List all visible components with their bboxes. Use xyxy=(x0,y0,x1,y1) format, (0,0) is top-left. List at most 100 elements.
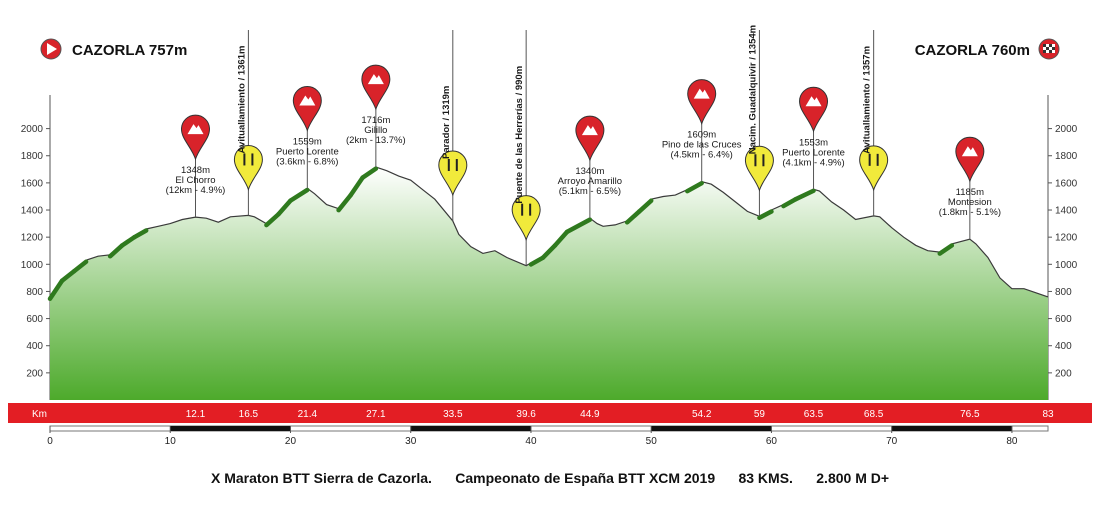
km-mark-label: 63.5 xyxy=(804,409,824,420)
peak-label-line: (3.6km - 6.8%) xyxy=(276,156,338,167)
km-mark-label: 59 xyxy=(754,409,766,420)
knife-icon xyxy=(529,203,532,216)
mountain-icon xyxy=(961,146,978,157)
peak-marker-icon xyxy=(180,114,210,161)
axes: 200 200 400 400 600 600 800 800 1000 1000 1200 1200… xyxy=(21,95,1078,400)
climb-segment xyxy=(264,211,281,228)
climb-segment xyxy=(348,175,365,198)
scale-tick-label: 50 xyxy=(646,436,658,447)
point-label: Parador / 1319m xyxy=(441,86,452,159)
climb-segment xyxy=(360,166,379,180)
climb-segment xyxy=(288,187,310,203)
supply-point-marker-icon xyxy=(233,145,263,192)
peak-marker-icon xyxy=(687,79,717,126)
peak-label-line: (4.1km - 4.9%) xyxy=(782,157,844,168)
checker-cell xyxy=(1052,50,1055,53)
marker-pin-shape xyxy=(744,145,774,192)
climb-segment xyxy=(131,228,149,240)
scale-tick-label: 10 xyxy=(165,436,177,447)
marker-pin-shape xyxy=(859,145,889,192)
peak-label-line: Puerto Lorente xyxy=(782,147,845,158)
footer-distance: 83 KMS. xyxy=(738,470,793,486)
marker-pin-shape xyxy=(575,115,605,162)
checker-cell xyxy=(1043,50,1046,53)
distance-scale-segment xyxy=(651,426,772,431)
checker-cell xyxy=(1049,44,1052,47)
point-label: Avituallamiento / 1361m xyxy=(236,46,247,154)
point-label: Nacim. Guadalquivir / 1354m xyxy=(747,25,758,154)
peak-marker-icon xyxy=(292,86,322,133)
km-band-label: Km xyxy=(32,409,47,420)
km-band: Km 12.1 16.5 21.4 27.1 33.5 39.6 44.9 54.2 59 63.5… xyxy=(8,403,1092,447)
y-tick-label-left: 1200 xyxy=(21,233,44,244)
distance-scale-segment xyxy=(410,426,531,431)
mountain-icon xyxy=(693,88,710,99)
scale-tick-label: 0 xyxy=(47,436,53,447)
climb-segment xyxy=(636,198,654,214)
climb-segment xyxy=(685,180,704,194)
mountain-icon xyxy=(367,74,384,85)
start-flag-icon xyxy=(40,38,62,60)
climb-segment xyxy=(276,198,293,217)
footer-race: X Maraton BTT Sierra de Cazorla. xyxy=(210,470,432,486)
climb-segment xyxy=(564,217,593,235)
climb-segment xyxy=(540,243,558,260)
y-tick-label-left: 1400 xyxy=(21,206,44,217)
km-mark-label: 16.5 xyxy=(239,409,259,420)
fork-icon xyxy=(521,203,524,216)
y-tick-label-left: 800 xyxy=(26,287,43,298)
fork-icon xyxy=(243,153,246,166)
marker-pin-shape xyxy=(292,86,322,133)
knife-icon xyxy=(762,154,765,167)
mountain-icon xyxy=(581,125,598,136)
peak-label-line: (4.5km - 6.4%) xyxy=(671,150,733,161)
km-mark-label: 76.5 xyxy=(960,409,980,420)
marker-pin-shape xyxy=(361,64,391,111)
mountain-icon xyxy=(187,124,204,135)
peak-label-line: 1716m xyxy=(361,115,390,126)
climb-segment xyxy=(937,243,955,256)
checker-cell xyxy=(1049,50,1052,53)
elevation-area xyxy=(49,166,1049,400)
peak-label-line: 1609m xyxy=(687,130,716,141)
checker-cell xyxy=(1052,47,1055,50)
terrain-fill xyxy=(50,167,1048,400)
peak-label-line: El Chorro xyxy=(175,175,215,186)
peak-marker-icon xyxy=(361,64,391,111)
marker-pin-shape xyxy=(180,114,210,161)
y-tick-label-left: 200 xyxy=(26,368,43,379)
climb-segment xyxy=(781,197,798,209)
y-tick-label-right: 800 xyxy=(1055,287,1072,298)
km-mark-label: 12.1 xyxy=(186,409,206,420)
climb-segments xyxy=(47,166,955,302)
climb-segment xyxy=(119,235,137,248)
checker-cell xyxy=(1046,47,1049,50)
marker-pin-shape xyxy=(687,79,717,126)
play-icon xyxy=(47,43,57,55)
peak-label-line: Arroyo Amarillo xyxy=(558,176,622,187)
marker-pin-shape xyxy=(511,195,541,242)
footer-event: Campeonato de España BTT XCM 2019 xyxy=(455,470,716,486)
peak-label-line: (12km - 4.9%) xyxy=(166,185,226,196)
checker-cell xyxy=(1046,50,1049,53)
peak-marker-icon xyxy=(955,136,985,183)
distance-scale-segment xyxy=(170,426,291,431)
peak-label-line: Montesion xyxy=(948,197,992,208)
peak-label-line: 1348m xyxy=(181,165,210,176)
scale-tick-label: 40 xyxy=(525,436,537,447)
checker-cell xyxy=(1052,44,1055,47)
climb-segment xyxy=(336,192,353,213)
knife-icon xyxy=(251,153,254,166)
checker-cell xyxy=(1046,44,1049,47)
km-band-bar xyxy=(8,403,1092,423)
peak-label-line: 1559m xyxy=(293,136,322,147)
knife-icon xyxy=(876,153,879,166)
km-mark-label: 44.9 xyxy=(580,409,600,420)
mountain-icon xyxy=(805,96,822,107)
climb-segment xyxy=(71,259,89,274)
y-tick-label-right: 2000 xyxy=(1055,124,1078,135)
y-tick-label-right: 600 xyxy=(1055,314,1072,325)
y-tick-label-left: 1600 xyxy=(21,178,44,189)
km-mark-label: 33.5 xyxy=(443,409,463,420)
